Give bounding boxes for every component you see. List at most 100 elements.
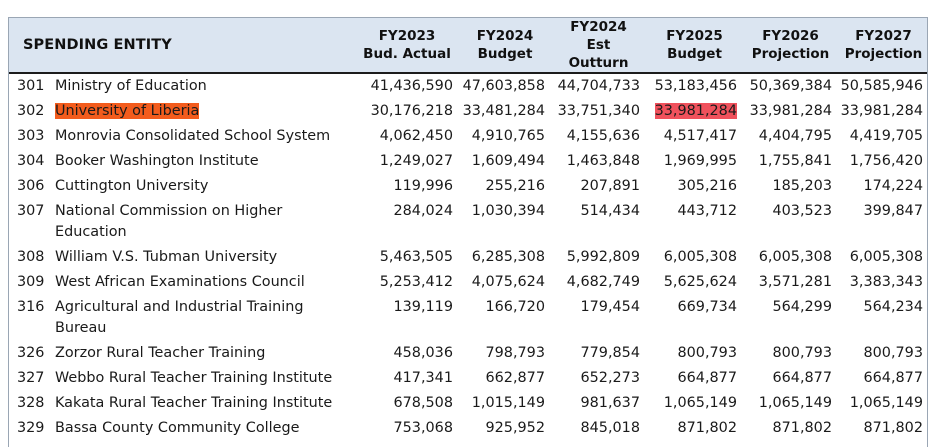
row-value-cell: 6,285,308: [459, 245, 551, 270]
row-value-cell: 33,981,284: [743, 99, 838, 124]
row-value-cell: 652,273: [551, 366, 646, 391]
row-value: 30,176,218: [370, 103, 453, 119]
row-value: 403,523: [772, 203, 832, 219]
row-entity-cell: Ministry of Education: [55, 73, 355, 99]
row-entity-cell: Bassa County Community College: [55, 416, 355, 441]
row-value: 305,216: [677, 178, 737, 194]
table-row: 303 Monrovia Consolidated School System 4,…: [9, 124, 927, 149]
row-value-cell: 664,877: [838, 366, 927, 391]
row-value: 3,571,281: [758, 274, 832, 290]
row-value-cell: 871,802: [838, 416, 927, 441]
row-value: 53,183,456: [654, 78, 737, 94]
row-value-cell: 800,793: [743, 341, 838, 366]
row-value: 1,969,995: [663, 153, 737, 169]
row-value: 33,981,284: [654, 103, 737, 119]
row-value-cell: 33,981,284: [838, 99, 927, 124]
row-entity-name: Booker Washington Institute: [55, 153, 259, 169]
row-value: 564,299: [772, 299, 832, 315]
header-col-3: FY2024 Est Outturn: [551, 18, 646, 74]
row-value: 174,224: [863, 178, 923, 194]
row-value: 800,793: [772, 345, 832, 361]
row-value: 44,704,733: [557, 78, 640, 94]
row-code: 327: [17, 370, 45, 386]
row-value-cell: 53,183,456: [646, 73, 743, 99]
row-value: 1,249,027: [379, 153, 453, 169]
row-value: 1,030,394: [471, 203, 545, 219]
header-col-4-line1: FY2025: [666, 28, 723, 44]
row-code: 308: [17, 249, 45, 265]
row-value: 753,068: [393, 420, 453, 436]
row-value: 255,216: [485, 178, 545, 194]
row-value-cell: 185,203: [743, 174, 838, 199]
row-value: 1,463,848: [566, 153, 640, 169]
row-value-cell: 4,062,450: [355, 124, 459, 149]
row-value: 33,981,284: [749, 103, 832, 119]
row-code: 301: [17, 78, 45, 94]
row-value-cell: 6,005,308: [838, 245, 927, 270]
row-value-cell: 1,249,027: [355, 149, 459, 174]
header-col-5-line1: FY2026: [762, 28, 819, 44]
row-value-cell: 5,463,505: [355, 245, 459, 270]
header-col-5-line2: Projection: [751, 46, 830, 62]
row-entity-name: Bassa County Community College: [55, 420, 300, 436]
row-value-cell: 417,341: [355, 366, 459, 391]
row-value: 925,952: [485, 420, 545, 436]
row-value: 6,005,308: [758, 249, 832, 265]
row-value-cell: 139,119: [355, 295, 459, 341]
row-entity-cell: Webbo Rural Teacher Training Institute: [55, 366, 355, 391]
row-value: 139,119: [393, 299, 453, 315]
row-value: 6,005,308: [849, 249, 923, 265]
table-row: 326 Zorzor Rural Teacher Training 458,036 7…: [9, 341, 927, 366]
row-value: 800,793: [863, 345, 923, 361]
row-value-cell: 1,755,841: [743, 149, 838, 174]
header-col-2-line2: Budget: [477, 46, 533, 62]
row-entity-name: Agricultural and Industrial Training Bur…: [55, 299, 304, 336]
table-row: 306 Cuttington University 119,996 255,216 20…: [9, 174, 927, 199]
row-value: 5,463,505: [379, 249, 453, 265]
header-col-6-line2: Projection: [844, 46, 923, 62]
row-value-cell: 4,404,795: [743, 124, 838, 149]
row-value-cell: 678,508: [355, 391, 459, 416]
row-value-cell: 1,065,149: [743, 391, 838, 416]
table-row: 308 William V.S. Tubman University 5,463,5…: [9, 245, 927, 270]
row-value: 871,802: [677, 420, 737, 436]
row-code: 302: [17, 103, 45, 119]
row-code: 309: [17, 274, 45, 290]
row-value: 514,434: [580, 203, 640, 219]
row-entity-name: National Commission on Higher Education: [55, 203, 283, 240]
row-value-cell: 179,454: [551, 295, 646, 341]
row-value-cell: 207,891: [551, 174, 646, 199]
row-value: 871,802: [863, 420, 923, 436]
row-value: 779,854: [580, 345, 640, 361]
table-row: 316 Agricultural and Industrial Training …: [9, 295, 927, 341]
row-value-cell: 1,609,494: [459, 149, 551, 174]
row-value-cell: 399,847: [838, 199, 927, 245]
table-row: 302 University of Liberia 30,176,218 33,481…: [9, 99, 927, 124]
row-value-cell: 1,030,394: [459, 199, 551, 245]
row-value: 6,005,308: [663, 249, 737, 265]
row-value: 669,734: [677, 299, 737, 315]
row-value-cell: 798,793: [459, 341, 551, 366]
row-value: 800,793: [677, 345, 737, 361]
row-value-cell: 119,996: [355, 174, 459, 199]
row-value-cell: 33,751,340: [551, 99, 646, 124]
row-value: 664,877: [677, 370, 737, 386]
row-value-cell: 5,253,412: [355, 270, 459, 295]
row-entity-name: Cuttington University: [55, 178, 209, 194]
row-value-cell: 662,877: [459, 366, 551, 391]
row-value-cell: 6,005,308: [646, 245, 743, 270]
row-value-cell: 1,065,149: [646, 391, 743, 416]
header-col-1-line2: Bud. Actual: [363, 46, 451, 62]
header-row: SPENDING ENTITY FY2023 Bud. Actual FY2024…: [9, 18, 927, 74]
row-value-cell: 514,434: [551, 199, 646, 245]
row-value-cell: 1,969,995: [646, 149, 743, 174]
row-value: 1,015,149: [471, 395, 545, 411]
row-entity-cell: West African Examinations Council: [55, 270, 355, 295]
row-entity-name: William V.S. Tubman University: [55, 249, 278, 265]
row-entity-cell: Cuttington University: [55, 174, 355, 199]
row-value-cell: 779,854: [551, 341, 646, 366]
row-value-cell: 925,952: [459, 416, 551, 441]
row-value-cell: 305,216: [646, 174, 743, 199]
row-value: 179,454: [580, 299, 640, 315]
row-value: 6,285,308: [471, 249, 545, 265]
